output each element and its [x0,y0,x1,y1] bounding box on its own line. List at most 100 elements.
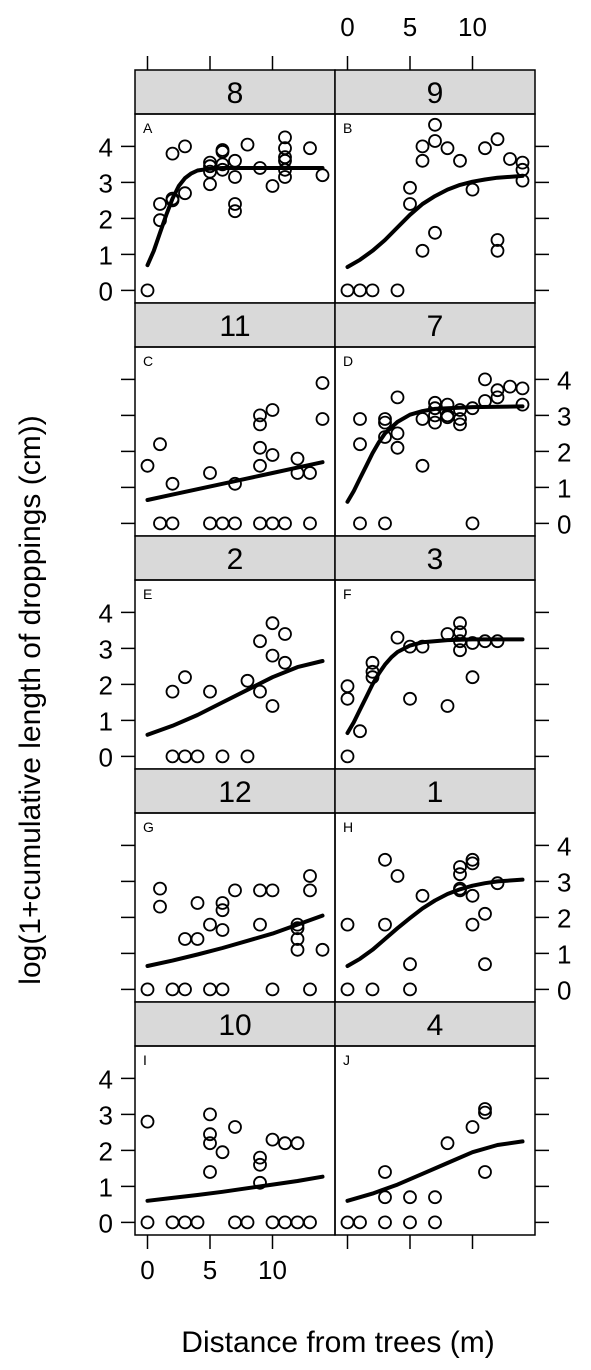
data-point [453,153,467,168]
data-point [453,883,467,898]
data-point [303,466,317,480]
data-point [340,982,355,997]
data-point [303,1215,317,1230]
data-point [478,1165,492,1179]
data-point [265,179,280,193]
data-point [390,283,405,298]
panel-strip [134,535,336,581]
data-point [203,1107,217,1122]
y-tick-label: 4 [99,132,113,162]
data-point [265,699,280,713]
data-point [303,982,317,997]
data-point [190,896,205,910]
panel-12: 12 G [121,768,336,1003]
data-point [490,132,505,147]
data-point [453,867,467,882]
data-point [215,516,230,531]
data-point [415,639,430,654]
data-point [378,1215,392,1230]
data-point [228,1120,242,1134]
data-point [265,1215,280,1230]
data-point [178,670,192,685]
panel-strip [334,768,536,814]
data-point [365,670,380,685]
data-point [290,1136,305,1151]
data-point [428,401,442,416]
data-point [178,186,192,201]
panel-strip-label: 11 [219,310,250,343]
data-point [415,139,430,154]
data-point [490,876,505,891]
data-point [478,957,492,972]
panel-strip-label: 1 [427,776,444,809]
data-point [290,1215,305,1230]
y-tick-label: 0 [99,1208,113,1238]
data-point [228,204,242,219]
panel-7: 7 D 0 1 2 3 4 [334,302,571,539]
data-point [378,415,392,430]
data-point [365,664,380,679]
y-tick-label: 0 [99,276,113,306]
data-point [153,197,167,211]
data-point [153,516,167,531]
data-point [253,458,267,473]
data-point [303,883,317,898]
fitted-curve [145,913,325,968]
y-tick-label: 0 [557,509,571,539]
x-tick-label: 0 [140,1255,154,1285]
data-point [265,403,280,417]
data-point [428,134,442,148]
data-point [453,625,467,640]
data-point [490,233,505,247]
y-tick-label: 2 [557,437,571,467]
data-point [265,1132,280,1147]
data-point [153,881,167,896]
data-point [315,412,330,426]
x-tick-label: 0 [340,12,354,42]
data-point [165,516,180,531]
data-point [215,162,230,177]
data-point [253,634,267,649]
x-tick-label: 10 [458,12,487,42]
panel-2: 2 E 0 1 2 3 4 [99,535,336,772]
panel-plot-area [134,579,336,770]
y-tick-label: 0 [99,742,113,772]
data-point [278,655,292,670]
fitted-curve [345,173,525,269]
data-point [240,137,255,152]
data-point [278,1136,292,1151]
data-point [253,408,267,423]
data-point [253,1150,267,1165]
data-point [353,724,367,739]
data-point [228,153,242,168]
data-point [178,932,192,946]
data-point [428,1215,442,1230]
data-point [290,917,305,932]
data-point [340,283,355,298]
panel-strip [134,302,336,348]
data-point [403,982,417,997]
y-tick-label: 3 [99,168,113,198]
panel-plot-area [134,1045,336,1236]
data-point [265,616,280,631]
panel-letter: I [143,1052,147,1068]
data-point [403,691,417,706]
data-point [253,883,267,898]
data-point [165,749,180,764]
panel-strip-label: 12 [218,776,251,809]
data-point [140,982,155,997]
y-axis-label: log(1+cumulative length of droppings (cm… [14,415,47,984]
data-point [278,627,292,641]
y-tick-label: 1 [557,939,571,969]
data-point [203,1165,217,1179]
panel-strip [134,1001,336,1047]
data-point [465,856,480,871]
panel-1: 1 H 0 1 2 3 4 [334,768,571,1005]
panel-strip [334,535,536,581]
data-point [203,1136,217,1151]
panel-letter: H [343,819,353,835]
data-point [478,1105,492,1120]
data-point [353,283,367,298]
data-point [290,942,305,957]
